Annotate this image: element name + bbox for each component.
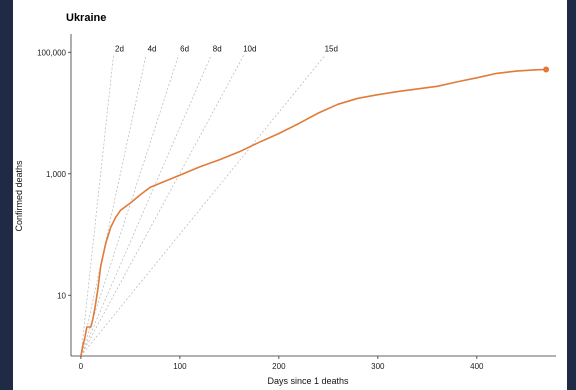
reference-line-6d xyxy=(80,55,179,357)
x-tick-labels: 0 100 200 300 400 xyxy=(79,362,484,371)
reference-label-10d: 10d xyxy=(243,44,256,53)
y-tick-label: 100,000 xyxy=(37,48,66,57)
y-axis-label: Confirmed deaths xyxy=(14,160,24,232)
reference-line-15d xyxy=(80,54,326,357)
reference-label-6d: 6d xyxy=(180,44,189,53)
reference-labels: 2d 4d 6d 8d 10d 15d xyxy=(115,44,338,53)
series-end-point xyxy=(543,66,550,73)
x-tick-label: 300 xyxy=(371,362,385,371)
y-tick-label: 10 xyxy=(57,291,66,300)
reference-label-4d: 4d xyxy=(148,44,157,53)
reference-line-4d xyxy=(80,55,147,357)
x-tick-label: 0 xyxy=(79,362,84,371)
reference-label-15d: 15d xyxy=(325,44,338,53)
reference-lines xyxy=(80,54,326,357)
x-tick-label: 400 xyxy=(470,362,484,371)
x-tick-label: 200 xyxy=(272,362,286,371)
data-series xyxy=(80,66,550,357)
reference-line-8d xyxy=(80,54,212,357)
reference-line-2d xyxy=(80,55,114,357)
x-tick-label: 100 xyxy=(173,362,187,371)
axes xyxy=(68,34,556,359)
y-tick-labels: 10 1,000 100,000 xyxy=(37,48,66,300)
y-tick-label: 1,000 xyxy=(46,170,67,179)
series-line xyxy=(80,68,547,357)
reference-line-10d xyxy=(80,54,245,357)
chart-title: Ukraine xyxy=(66,12,106,24)
chart-panel xyxy=(13,0,567,390)
left-frame-strip xyxy=(0,0,13,390)
reference-label-8d: 8d xyxy=(213,44,222,53)
x-axis-label: Days since 1 deaths xyxy=(267,376,349,386)
right-frame-strip xyxy=(567,0,576,390)
reference-label-2d: 2d xyxy=(115,44,124,53)
